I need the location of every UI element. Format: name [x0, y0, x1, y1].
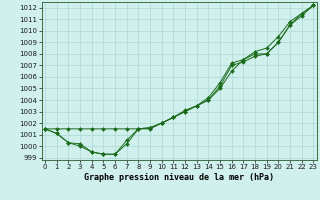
X-axis label: Graphe pression niveau de la mer (hPa): Graphe pression niveau de la mer (hPa)	[84, 173, 274, 182]
